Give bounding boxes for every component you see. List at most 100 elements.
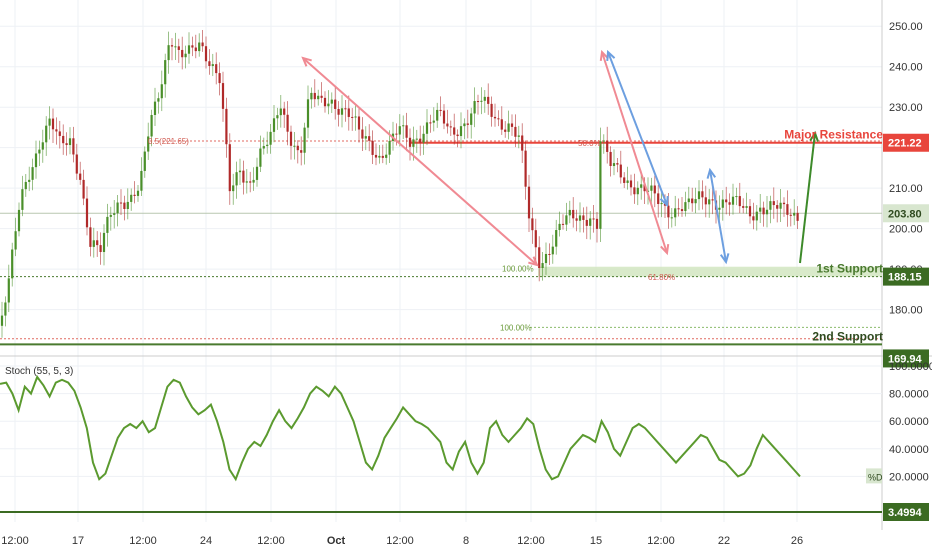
candle-body	[368, 136, 371, 141]
stoch-y-tick: 60.0000	[889, 416, 929, 428]
candle-body	[340, 108, 344, 115]
candle-body	[555, 230, 558, 247]
candle-body	[51, 118, 55, 130]
candle-body	[680, 209, 684, 212]
candle-body	[113, 213, 116, 215]
candle-body	[728, 202, 731, 205]
x-tick-label: Oct	[327, 535, 346, 547]
candle-body	[306, 99, 310, 128]
stoch-line	[0, 374, 801, 482]
candle-body	[429, 122, 432, 124]
candle-body	[725, 199, 728, 203]
candle-body	[398, 126, 401, 135]
price-tag-resistance: 221.22	[888, 138, 922, 150]
candle-body	[62, 135, 65, 144]
candle-body	[609, 151, 612, 167]
candle-body	[289, 131, 293, 146]
candle-body	[116, 202, 119, 214]
candle-body	[255, 166, 259, 180]
candle-body	[313, 92, 316, 100]
candle-body	[147, 136, 150, 152]
candle-body	[323, 97, 327, 107]
candle-body	[507, 123, 510, 132]
candle-body	[221, 83, 225, 109]
candle-body	[449, 126, 452, 128]
x-tick-label: 15	[590, 535, 602, 547]
candle-body	[402, 125, 405, 127]
candle-body	[310, 92, 313, 100]
candle-body	[198, 42, 201, 52]
candle-body	[347, 108, 350, 117]
candle-body	[344, 108, 347, 110]
candle-body	[742, 206, 745, 208]
candle-body	[497, 118, 500, 120]
stoch-legend: %D	[868, 472, 883, 482]
x-tick-label: 12:00	[386, 535, 414, 547]
x-tick-label: 17	[72, 535, 84, 547]
stoch-y-tick: 80.0000	[889, 389, 929, 401]
candle-body	[150, 114, 153, 137]
candle-body	[504, 129, 507, 132]
arrow-blue-2-head	[706, 167, 717, 179]
candle-body	[711, 199, 714, 201]
arrow-blue-1-head	[606, 49, 616, 62]
candle-body	[204, 46, 208, 62]
candle-body	[650, 185, 653, 191]
candle-body	[439, 109, 442, 111]
x-tick-label: 12:00	[517, 535, 545, 547]
candle-body	[548, 253, 551, 255]
candle-body	[425, 122, 429, 134]
candle-body	[408, 137, 412, 147]
candle-body	[466, 123, 469, 125]
candle-body	[109, 214, 112, 217]
candle-body	[187, 45, 191, 54]
candle-body	[235, 172, 238, 186]
arrow-pink-2-head	[599, 49, 609, 62]
candle-body	[286, 114, 289, 132]
fib-label: 100.00%	[500, 323, 532, 332]
candle-body	[701, 191, 704, 198]
candle-body	[704, 197, 707, 205]
candle-body	[691, 198, 694, 204]
candle-body	[7, 278, 10, 303]
candle-body	[167, 45, 170, 61]
candle-body	[79, 173, 82, 180]
arrow-green-up	[799, 132, 816, 264]
candle-body	[143, 151, 146, 171]
candle-body	[4, 302, 7, 316]
candle-body	[422, 133, 425, 143]
y-tick-label: 210.00	[889, 183, 923, 195]
candle-body	[283, 108, 286, 115]
candle-body	[92, 240, 95, 247]
stoch-value-tag-bg	[883, 503, 929, 521]
candle-body	[473, 101, 476, 114]
candle-body	[41, 142, 44, 150]
candle-body	[34, 153, 38, 168]
candle-body	[38, 149, 41, 154]
price-tag-support1-bg	[883, 267, 929, 286]
candle-body	[357, 116, 361, 130]
candle-body	[24, 181, 27, 190]
arrow-pink-2-head	[660, 243, 670, 256]
candle-body	[643, 184, 646, 192]
candle-body	[619, 164, 622, 178]
candle-body	[126, 201, 129, 210]
price-tag-current: 203.80	[888, 208, 922, 220]
candle-body	[194, 47, 197, 52]
candle-body	[483, 96, 486, 101]
candle-body	[96, 240, 99, 246]
candle-body	[266, 144, 269, 147]
price-tag-resistance-bg	[883, 133, 929, 152]
candle-body	[500, 119, 503, 130]
candle-body	[789, 214, 792, 216]
candle-body	[436, 109, 439, 121]
candle-body	[327, 103, 330, 107]
candle-body	[633, 187, 636, 195]
arrow-green-up-head	[809, 130, 819, 142]
candle-body	[487, 96, 490, 104]
candle-body	[480, 100, 483, 102]
candle-body	[490, 103, 493, 117]
candle-body	[708, 199, 711, 205]
y-tick-label: 200.00	[889, 224, 923, 236]
